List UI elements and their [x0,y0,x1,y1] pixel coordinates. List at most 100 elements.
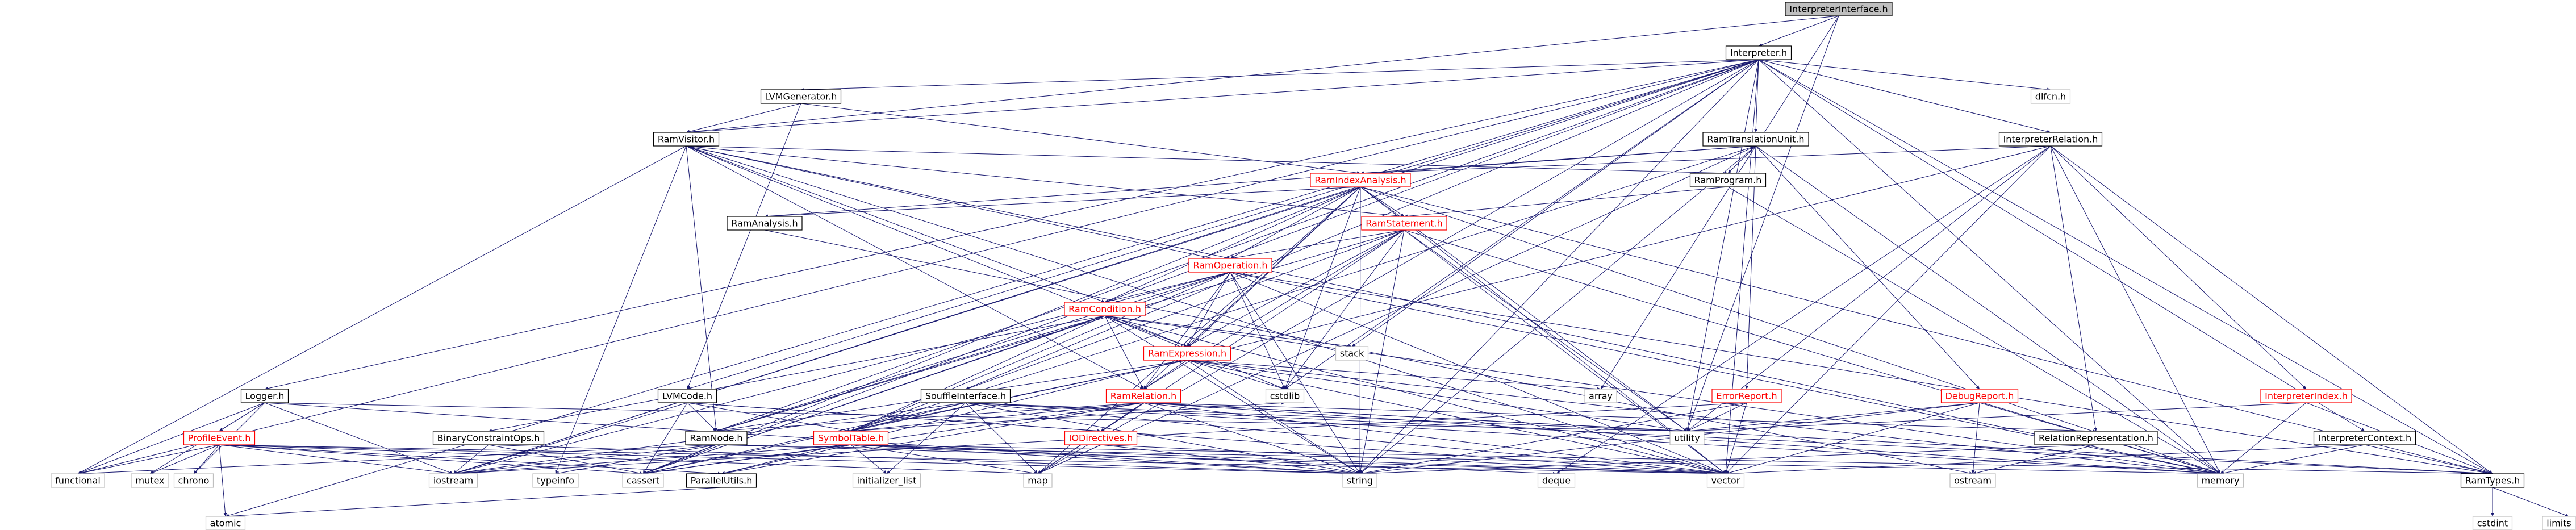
node-ramnode-h[interactable]: RamNode.h [685,431,748,445]
edge-profileevent-h-to-vector [219,444,1726,475]
node-dlfcn-h[interactable]: dlfcn.h [2030,89,2071,104]
node-ramvisitor-h[interactable]: RamVisitor.h [653,132,720,147]
edge-ramindexanalysis-h-to-ramoperation-h [1230,186,1361,259]
node-lvmcode-h[interactable]: LVMCode.h [657,389,717,403]
edge-souffleinterface-h-to-string [965,402,1360,475]
node-iodirectives-h[interactable]: IODirectives.h [1064,431,1138,445]
edge-ramcondition-h-to-stack [1104,315,1352,348]
node-profileevent-h[interactable]: ProfileEvent.h [183,431,256,445]
edge-ramoperation-h-to-cstdlib [1230,272,1285,390]
node-array[interactable]: array [1584,389,1617,403]
edge-ramindexanalysis-h-to-ramcondition-h [1104,186,1361,303]
node-stack[interactable]: stack [1335,346,1369,361]
node-cassert[interactable]: cassert [622,473,664,488]
node-label: SouffleInterface.h [925,391,1006,402]
node-label: InterpreterIndex.h [2265,391,2348,402]
node-interpretercontext-h[interactable]: InterpreterContext.h [2313,431,2416,445]
node-label: RamCondition.h [1068,304,1141,315]
node-ramanalysis-h[interactable]: RamAnalysis.h [727,216,803,231]
edge-ramtranslationunit-h-to-ramanalysis-h [764,145,1756,218]
edge-ramvisitor-h-to-vector [686,145,1726,475]
edge-ramcondition-h-to-ramexpression-h [1104,315,1188,347]
node-string[interactable]: string [1342,473,1377,488]
edge-lvmcode-h-to-iostream [453,402,688,475]
node-interpreterrelation-h[interactable]: InterpreterRelation.h [1998,132,2103,147]
node-memory[interactable]: memory [2197,473,2244,488]
node-label: RamOperation.h [1193,260,1267,271]
edge-iodirectives-h-to-string [1100,444,1360,475]
edge-errorreport-h-to-string [1359,402,1747,475]
node-ramstatement-h[interactable]: RamStatement.h [1361,216,1447,231]
edge-lvmcode-h-to-ramnode-h [687,402,717,432]
node-initializer-list[interactable]: initializer_list [852,473,921,488]
node-box [1143,346,1231,361]
node-interpreterinterface-h[interactable]: InterpreterInterface.h [1785,2,1893,16]
node-label: map [1028,475,1048,486]
node-atomic[interactable]: atomic [205,516,246,530]
node-cstdint[interactable]: cstdint [2472,516,2513,530]
node-box [727,216,803,231]
edge-ramcondition-h-to-string [1104,315,1360,474]
node-box [428,473,478,488]
node-relationrepresentation-h[interactable]: RelationRepresentation.h [2034,431,2158,445]
node-symboltable-h[interactable]: SymbolTable.h [813,431,889,445]
node-functional[interactable]: functional [51,473,105,488]
edge-interpreter-h-to-ramtranslationunit-h [1754,59,1759,133]
node-ostream[interactable]: ostream [1949,473,1996,488]
node-box [1785,2,1893,16]
node-label: Logger.h [245,391,285,402]
node-interpreter-h[interactable]: Interpreter.h [1725,45,1792,60]
node-ramtranslationunit-h[interactable]: RamTranslationUnit.h [1702,132,1809,147]
edge-symboltable-h-to-initializer-list [850,444,887,474]
node-label: RamNode.h [690,433,742,444]
node-debugreport-h[interactable]: DebugReport.h [1940,389,2019,403]
node-label: array [1589,391,1613,402]
node-label: RamIndexAnalysis.h [1314,175,1406,186]
node-ramcondition-h[interactable]: RamCondition.h [1064,302,1146,316]
edge-ramstatement-h-to-ramexpression-h [1187,229,1405,347]
edge-relationrepresentation-h-to-ostream [1972,444,2097,475]
edge-interpreterinterface-h-to-interpreter-h [1758,15,1839,47]
node-lvmgenerator-h[interactable]: LVMGenerator.h [760,89,842,104]
node-souffleinterface-h[interactable]: SouffleInterface.h [920,389,1011,403]
edge-interpreter-h-to-interpretercontext-h [1758,59,2365,432]
edge-symboltable-h-to-string [850,444,1360,475]
edge-interpreter-h-to-atomic [225,59,1759,518]
edge-ramcondition-h-to-cassert [642,315,1105,474]
edge-lvmcode-h-to-symboltable-h [687,402,851,432]
node-box [1689,173,1767,187]
node-label: vector [1711,475,1740,486]
node-label: typeinfo [537,475,574,486]
node-label: functional [55,475,101,486]
node-utility[interactable]: utility [1669,431,1705,445]
node-chrono[interactable]: chrono [173,473,214,488]
node-logger-h[interactable]: Logger.h [240,389,289,403]
node-limits[interactable]: limits [2542,516,2576,530]
edge-ramstatement-h-to-ramoperation-h [1230,229,1405,260]
node-ramoperation-h[interactable]: RamOperation.h [1188,258,1272,273]
node-label: ostream [1954,475,1992,486]
node-mutex[interactable]: mutex [131,473,169,488]
edge-interpreterrelation-h-to-memory [2050,145,2221,474]
node-map[interactable]: map [1023,473,1053,488]
node-ramindexanalysis-h[interactable]: RamIndexAnalysis.h [1310,173,1411,187]
node-ramrelation-h[interactable]: RamRelation.h [1105,389,1181,403]
node-box [1998,132,2103,147]
edge-logger-h-to-iostream [264,402,454,474]
node-cstdlib[interactable]: cstdlib [1265,389,1305,403]
node-ramtypes-h[interactable]: RamTypes.h [2460,473,2525,488]
node-binaryconstraintops-h[interactable]: BinaryConstraintOps.h [432,431,545,445]
edge-symboltable-h-to-ramtypes-h [850,444,2493,475]
node-interpreterindex-h[interactable]: InterpreterIndex.h [2260,389,2352,403]
node-box [1342,473,1377,488]
edge-ramstatement-h-to-utility [1404,229,1688,432]
node-typeinfo[interactable]: typeinfo [532,473,579,488]
node-parallelutils-h[interactable]: ParallelUtils.h [686,473,757,488]
node-vector[interactable]: vector [1706,473,1745,488]
node-ramexpression-h[interactable]: RamExpression.h [1143,346,1231,361]
node-errorreport-h[interactable]: ErrorReport.h [1711,389,1782,403]
node-iostream[interactable]: iostream [428,473,478,488]
file-nodes: InterpreterInterface.h Interpreter.h LVMGe… [51,2,2576,530]
node-deque[interactable]: deque [1537,473,1576,488]
node-ramprogram-h[interactable]: RamProgram.h [1689,173,1767,187]
